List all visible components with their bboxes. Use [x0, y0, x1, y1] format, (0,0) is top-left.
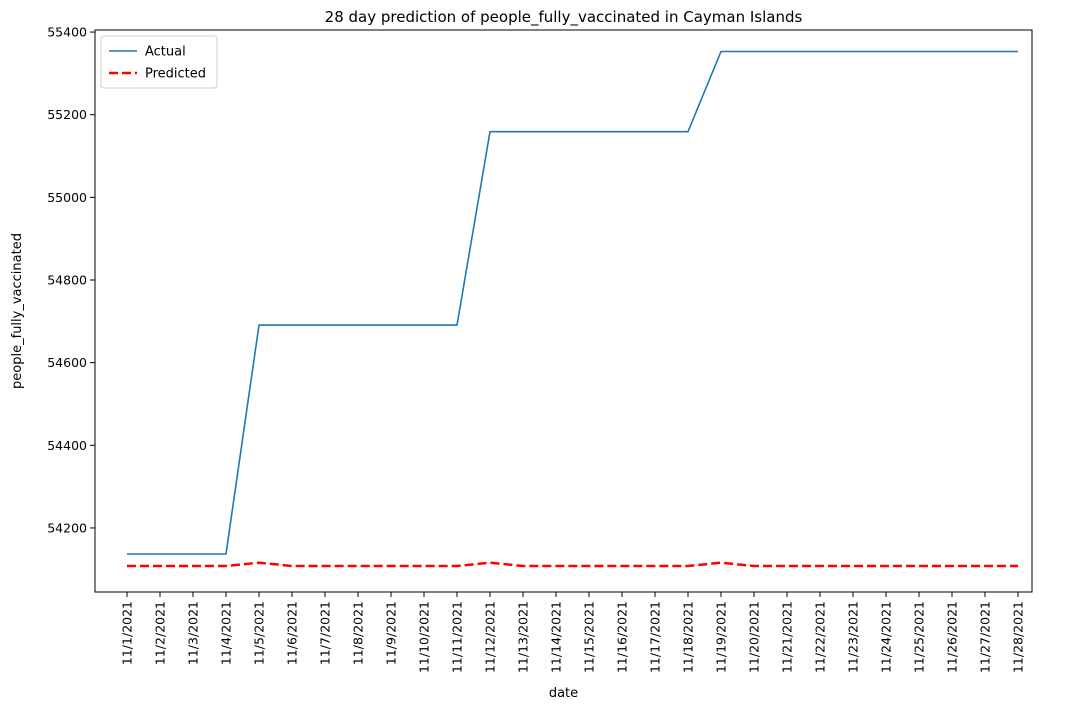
- x-tick-label: 11/19/2021: [714, 601, 729, 673]
- y-tick-label: 54400: [47, 438, 87, 453]
- y-axis: 54200 54400 54600 54800 55000 55200 55400: [47, 25, 95, 535]
- y-tick-label: 55400: [47, 25, 87, 40]
- x-tick-label: 11/25/2021: [912, 601, 927, 673]
- x-tick-label: 11/18/2021: [681, 601, 696, 673]
- axes-frame: [94, 29, 1033, 593]
- legend-box: [100, 35, 218, 89]
- chart-title: 28 day prediction of people_fully_vaccin…: [325, 8, 803, 27]
- series-lines: [127, 50, 1018, 568]
- x-tick-label: 11/5/2021: [252, 601, 267, 665]
- y-axis-title: people_fully_vaccinated: [10, 233, 25, 389]
- x-tick-label: 11/20/2021: [747, 601, 762, 673]
- x-tick-label: 11/28/2021: [1011, 601, 1026, 673]
- plot-area: 54200 54400 54600 54800 55000 55200 55400 11/1…: [47, 25, 1033, 673]
- legend-label: Actual: [145, 45, 186, 60]
- x-tick-label: 11/15/2021: [582, 601, 597, 673]
- legend-label: Predicted: [145, 67, 206, 82]
- x-tick-label: 11/27/2021: [978, 601, 993, 673]
- x-tick-label: 11/24/2021: [879, 601, 894, 673]
- x-tick-label: 11/11/2021: [450, 601, 465, 673]
- y-tick-label: 54800: [47, 273, 87, 288]
- x-tick-label: 11/1/2021: [120, 601, 135, 665]
- x-tick-label: 11/10/2021: [417, 601, 432, 673]
- x-tick-label: 11/22/2021: [813, 601, 828, 673]
- x-tick-label: 11/2/2021: [153, 601, 168, 665]
- legend: Actual Predicted: [100, 35, 218, 89]
- x-tick-label: 11/16/2021: [615, 601, 630, 673]
- series-line-actual: [127, 50, 1018, 555]
- x-tick-label: 11/17/2021: [648, 601, 663, 673]
- x-tick-label: 11/26/2021: [945, 601, 960, 673]
- x-tick-label: 11/3/2021: [186, 601, 201, 665]
- x-axis-title: date: [549, 686, 578, 701]
- x-tick-label: 11/13/2021: [516, 601, 531, 673]
- x-tick-label: 11/23/2021: [846, 601, 861, 673]
- x-tick-label: 11/14/2021: [549, 601, 564, 673]
- x-axis: 11/1/2021 11/2/2021 11/3/2021 11/4/2021 11/5…: [120, 592, 1026, 673]
- x-tick-label: 11/12/2021: [483, 601, 498, 673]
- y-tick-label: 54600: [47, 355, 87, 370]
- series-line-predicted: [127, 561, 1018, 568]
- y-tick-label: 55200: [47, 107, 87, 122]
- x-tick-label: 11/7/2021: [318, 601, 333, 665]
- x-tick-label: 11/6/2021: [285, 601, 300, 665]
- x-tick-label: 11/9/2021: [384, 601, 399, 665]
- y-tick-label: 55000: [47, 190, 87, 205]
- x-tick-label: 11/4/2021: [219, 601, 234, 665]
- x-tick-label: 11/8/2021: [351, 601, 366, 665]
- x-tick-label: 11/21/2021: [780, 601, 795, 673]
- y-tick-label: 54200: [47, 520, 87, 535]
